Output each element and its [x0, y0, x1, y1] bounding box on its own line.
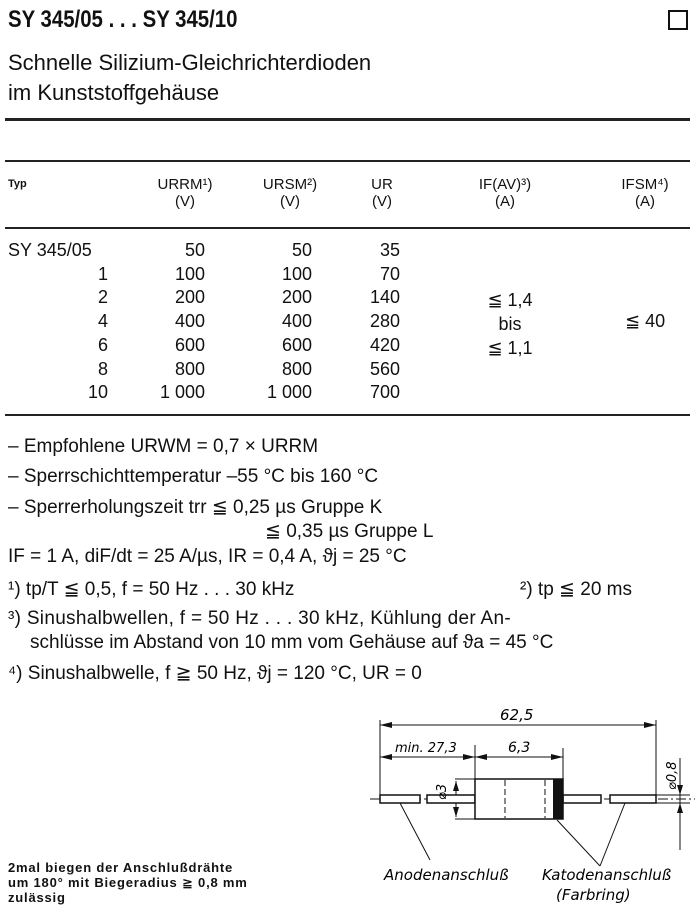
- cell-urrm: 1 000: [159, 382, 205, 403]
- cell-ur: 560: [369, 358, 400, 379]
- footnote-1: ¹) tp/T ≦ 0,5, f = 50 Hz . . . 30 kHz: [8, 579, 295, 600]
- cell-urrm: 800: [174, 358, 205, 379]
- cell-ur: 280: [369, 311, 400, 332]
- footnote-3-cont: schlüsse im Abstand von 10 mm vom Gehäus…: [30, 632, 554, 653]
- table-row: 4 400 400 280: [0, 311, 700, 335]
- cathode-label: Katodenanschluß: [542, 866, 671, 884]
- divider: [5, 118, 690, 121]
- table-row: 2 200 200 140: [0, 287, 700, 311]
- cell-typ: 2: [97, 287, 108, 308]
- cell-ursm: 400: [281, 311, 312, 332]
- cell-ursm: 200: [281, 287, 312, 308]
- note-recovery-k: – Sperrerholungszeit trr ≦ 0,25 µs Grupp…: [8, 497, 383, 518]
- footnote-3: ³) Sinushalbwellen, f = 50 Hz . . . 30 k…: [8, 608, 511, 629]
- subtitle-line-1: Schnelle Silizium-Gleichrichterdioden: [8, 50, 372, 75]
- anode-label: Anodenanschluß: [383, 866, 509, 884]
- table-row: 8 800 800 560: [0, 359, 700, 383]
- footnote-4: ⁴) Sinushalbwelle, f ≧ 50 Hz, ϑj = 120 °…: [8, 663, 422, 684]
- col-header-ifsm: IFSM⁴) (A): [621, 176, 669, 210]
- col-header-urrm: URRM¹) (V): [157, 176, 213, 210]
- col-header-ifav: IF(AV)³) (A): [478, 176, 532, 210]
- dim-total: 62,5: [500, 706, 533, 724]
- cell-typ: 10: [87, 382, 108, 403]
- table-row: 10 1 000 1 000 700: [0, 382, 700, 406]
- cell-typ: 6: [97, 334, 108, 355]
- cell-ursm: 100: [281, 263, 312, 284]
- divider: [5, 414, 690, 416]
- dim-lead: min. 27,3: [395, 741, 457, 756]
- cell-urrm: 600: [174, 334, 205, 355]
- table-row: SY 345/05 50 50 35: [0, 240, 700, 264]
- footnote-2: ²) tp ≦ 20 ms: [520, 579, 632, 600]
- note-urwm: – Empfohlene URWM = 0,7 × URRM: [8, 436, 319, 457]
- col-header-ursm: URSM²) (V): [262, 176, 318, 210]
- cell-ursm: 50: [291, 240, 312, 260]
- cell-urrm: 200: [174, 287, 205, 308]
- cathode-note: (Farbring): [556, 886, 631, 904]
- page-title: SY 345/05 . . . SY 345/10: [8, 6, 238, 33]
- divider: [5, 160, 690, 162]
- cell-typ: 8: [97, 358, 108, 379]
- col-header-ur: UR (V): [371, 176, 393, 210]
- dim-body: 6,3: [508, 740, 530, 756]
- ifav-range: ≦ 1,4 bis ≦ 1,1: [487, 290, 533, 358]
- cell-ur: 35: [379, 240, 400, 260]
- cell-typ: 1: [97, 263, 108, 284]
- bending-note: 2mal biegen der Anschlußdrähte um 180° mi…: [8, 860, 248, 905]
- cell-urrm: 100: [174, 263, 205, 284]
- table-row: 6 600 600 420: [0, 335, 700, 359]
- divider: [5, 227, 690, 229]
- cell-ursm: 600: [281, 334, 312, 355]
- diode-body: [474, 778, 564, 820]
- checkbox-square: [668, 10, 688, 30]
- cell-ur: 140: [369, 287, 400, 308]
- cell-typ: SY 345/05: [8, 240, 92, 260]
- note-junction-temp: – Sperrschichttemperatur –55 °C bis 160 …: [8, 466, 379, 487]
- cell-ursm: 1 000: [266, 382, 312, 403]
- cell-typ: 4: [97, 311, 108, 332]
- cell-ur: 420: [369, 334, 400, 355]
- dim-lead-dia: ⌀0,8: [665, 761, 680, 790]
- note-recovery-l: ≦ 0,35 µs Gruppe L: [265, 521, 434, 542]
- cell-urrm: 400: [174, 311, 205, 332]
- cell-ur: 70: [379, 263, 400, 284]
- subtitle-line-2: im Kunststoffgehäuse: [8, 80, 220, 105]
- col-header-typ: Typ: [8, 178, 27, 190]
- cell-ur: 700: [369, 382, 400, 403]
- ifsm-value: ≦ 40: [625, 311, 666, 331]
- cell-urrm: 50: [184, 240, 205, 260]
- note-conditions: IF = 1 A, diF/dt = 25 A/µs, IR = 0,4 A, …: [8, 546, 407, 567]
- dim-body-dia: ⌀3: [435, 784, 450, 800]
- table-row: 1 100 100 70: [0, 264, 700, 288]
- cathode-band: [553, 779, 563, 819]
- cell-ursm: 800: [281, 358, 312, 379]
